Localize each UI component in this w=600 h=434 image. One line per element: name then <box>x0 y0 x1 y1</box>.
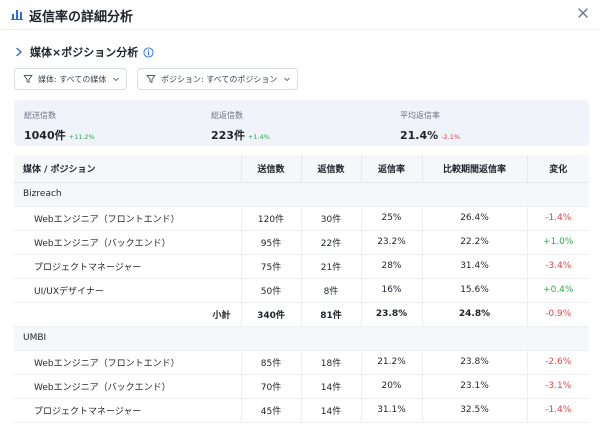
position-filter-label: ポジション: すべてのポジション <box>161 74 278 84</box>
reply-rate-cell: 23.8% <box>360 302 422 327</box>
compare-rate-cell: 26.4% <box>421 206 527 231</box>
reply-count-cell: 22件 <box>300 230 361 255</box>
reply-rate-cell: 21.2% <box>360 350 422 375</box>
stat-delta: +11.2% <box>68 133 95 141</box>
compare-rate-cell: 23.8% <box>421 350 527 375</box>
stat-total-replies: 総返信数 223件 +1.4% <box>211 110 270 143</box>
sent-count-cell: 50件 <box>240 278 301 303</box>
reply-count-cell: 14件 <box>300 398 361 423</box>
bar-chart-icon <box>11 10 23 20</box>
stat-total-sent: 総送信数 1040件 +11.2% <box>24 110 95 143</box>
chevron-down-icon <box>113 77 120 82</box>
table-row[interactable]: Webエンジニア（フロントエンド） 85件 18件 21.2% 23.8% -2.6% <box>14 350 589 375</box>
media-group-row[interactable]: UMBI <box>14 326 589 351</box>
position-name-cell: UI/UXデザイナー <box>14 278 241 303</box>
dialog-header: 返信率の詳細分析 <box>0 0 600 30</box>
change-cell: -1.4% <box>526 206 589 231</box>
filter-icon <box>146 75 156 83</box>
chevron-right-icon[interactable] <box>14 47 24 57</box>
stat-label: 平均返信率 <box>400 111 440 120</box>
reply-rate-cell: 31.1% <box>360 398 422 423</box>
table-row[interactable]: UI/UXデザイナー 50件 8件 16% 15.6% +0.4% <box>14 278 589 303</box>
summary-stats-panel: 総送信数 1040件 +11.2% 総返信数 223件 +1.4% 平均返信率 21… <box>14 100 589 146</box>
position-name-cell: Webエンジニア（バックエンド） <box>14 374 241 399</box>
filter-icon <box>23 75 33 83</box>
sent-count-cell: 75件 <box>240 254 301 279</box>
media-position-table: 媒体 / ポジション 送信数 返信数 返信率 比較期間返信率 変化 Bizrea… <box>14 155 589 423</box>
media-group-name: Bizreach <box>14 182 589 207</box>
reply-rate-cell: 16% <box>360 278 422 303</box>
change-cell: +1.0% <box>526 230 589 255</box>
stat-label: 総送信数 <box>24 111 56 120</box>
change-cell: -1.4% <box>526 398 589 423</box>
change-cell: -3.4% <box>526 254 589 279</box>
media-filter-label: 媒体: すべての媒体 <box>38 74 107 84</box>
compare-rate-cell: 24.8% <box>421 302 527 327</box>
reply-count-cell: 18件 <box>300 350 361 375</box>
reply-count-cell: 21件 <box>300 254 361 279</box>
reply-rate-cell: 20% <box>360 374 422 399</box>
reply-rate-cell: 28% <box>360 254 422 279</box>
subtotal-row: 小計 340件 81件 23.8% 24.8% -0.9% <box>14 302 589 327</box>
reply-count-cell: 8件 <box>300 278 361 303</box>
section-header[interactable]: 媒体×ポジション分析 <box>14 44 154 60</box>
position-name-cell: Webエンジニア（バックエンド） <box>14 230 241 255</box>
stat-average-reply-rate: 平均返信率 21.4% -2.1% <box>400 110 460 143</box>
change-cell: -3.1% <box>526 374 589 399</box>
sent-count-cell: 45件 <box>240 398 301 423</box>
media-group-name: UMBI <box>14 326 589 351</box>
table-row[interactable]: Webエンジニア（バックエンド） 95件 22件 23.2% 22.2% +1.0% <box>14 230 589 255</box>
close-icon[interactable] <box>576 6 590 20</box>
position-name-cell: プロジェクトマネージャー <box>14 398 241 423</box>
position-name-cell: Webエンジニア（フロントエンド） <box>14 206 241 231</box>
chevron-down-icon <box>284 77 291 82</box>
info-icon[interactable] <box>143 46 154 58</box>
stat-delta: -2.1% <box>441 133 461 141</box>
stat-value: 1040件 <box>24 129 66 142</box>
position-filter-dropdown[interactable]: ポジション: すべてのポジション <box>137 68 298 90</box>
media-filter-dropdown[interactable]: 媒体: すべての媒体 <box>14 68 127 90</box>
stat-value: 21.4% <box>400 129 439 142</box>
compare-rate-cell: 32.5% <box>421 398 527 423</box>
compare-rate-cell: 22.2% <box>421 230 527 255</box>
column-header[interactable]: 比較期間返信率 <box>421 155 527 183</box>
sent-count-cell: 70件 <box>240 374 301 399</box>
table-row[interactable]: プロジェクトマネージャー 75件 21件 28% 31.4% -3.4% <box>14 254 589 279</box>
table-row[interactable]: プロジェクトマネージャー 45件 14件 31.1% 32.5% -1.4% <box>14 398 589 423</box>
change-cell: +0.4% <box>526 278 589 303</box>
table-row[interactable]: Webエンジニア（フロントエンド） 120件 30件 25% 26.4% -1.4% <box>14 206 589 231</box>
stat-delta: +1.4% <box>247 133 270 141</box>
compare-rate-cell: 15.6% <box>421 278 527 303</box>
column-header[interactable]: 返信率 <box>360 155 422 183</box>
sent-count-cell: 340件 <box>240 302 301 327</box>
stat-label: 総返信数 <box>211 111 243 120</box>
column-header[interactable]: 送信数 <box>240 155 301 183</box>
column-header[interactable]: 返信数 <box>300 155 361 183</box>
reply-count-cell: 81件 <box>300 302 361 327</box>
section-title: 媒体×ポジション分析 <box>30 46 139 59</box>
dialog-title: 返信率の詳細分析 <box>29 10 134 25</box>
change-cell: -2.6% <box>526 350 589 375</box>
media-group-row[interactable]: Bizreach <box>14 182 589 207</box>
compare-rate-cell: 31.4% <box>421 254 527 279</box>
sent-count-cell: 95件 <box>240 230 301 255</box>
subtotal-label: 小計 <box>14 302 241 327</box>
reply-count-cell: 30件 <box>300 206 361 231</box>
reply-rate-cell: 23.2% <box>360 230 422 255</box>
position-name-cell: プロジェクトマネージャー <box>14 254 241 279</box>
compare-rate-cell: 23.1% <box>421 374 527 399</box>
column-header[interactable]: 媒体 / ポジション <box>14 155 241 183</box>
change-cell: -0.9% <box>526 302 589 327</box>
sent-count-cell: 85件 <box>240 350 301 375</box>
reply-count-cell: 14件 <box>300 374 361 399</box>
position-name-cell: Webエンジニア（フロントエンド） <box>14 350 241 375</box>
reply-rate-cell: 25% <box>360 206 422 231</box>
sent-count-cell: 120件 <box>240 206 301 231</box>
column-header[interactable]: 変化 <box>526 155 589 183</box>
table-header-row: 媒体 / ポジション 送信数 返信数 返信率 比較期間返信率 変化 <box>14 155 589 183</box>
table-row[interactable]: Webエンジニア（バックエンド） 70件 14件 20% 23.1% -3.1% <box>14 374 589 399</box>
stat-value: 223件 <box>211 129 245 142</box>
